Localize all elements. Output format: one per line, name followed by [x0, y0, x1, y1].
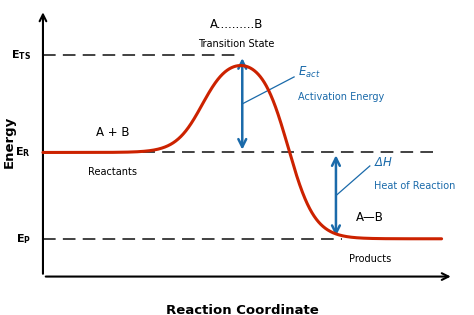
- Text: Transition State: Transition State: [198, 39, 274, 49]
- Text: Reactants: Reactants: [88, 167, 137, 177]
- Text: Energy: Energy: [2, 116, 16, 168]
- Text: $\mathregular{\Delta H}$: $\mathregular{\Delta H}$: [374, 156, 393, 169]
- Text: Reaction Coordinate: Reaction Coordinate: [166, 304, 319, 315]
- Text: Products: Products: [349, 254, 391, 264]
- Text: A—B: A—B: [356, 211, 384, 224]
- Text: $\mathregular{E_P}$: $\mathregular{E_P}$: [16, 232, 31, 246]
- Text: $\mathregular{E_{TS}}$: $\mathregular{E_{TS}}$: [11, 49, 31, 62]
- Text: $\mathregular{E_{act}}$: $\mathregular{E_{act}}$: [298, 65, 321, 80]
- Text: A + B: A + B: [96, 126, 129, 139]
- Text: A..........B: A..........B: [210, 18, 263, 31]
- Text: $\mathregular{E_R}$: $\mathregular{E_R}$: [16, 146, 31, 159]
- Text: Heat of Reaction: Heat of Reaction: [374, 181, 455, 191]
- Text: Activation Energy: Activation Energy: [298, 92, 384, 102]
